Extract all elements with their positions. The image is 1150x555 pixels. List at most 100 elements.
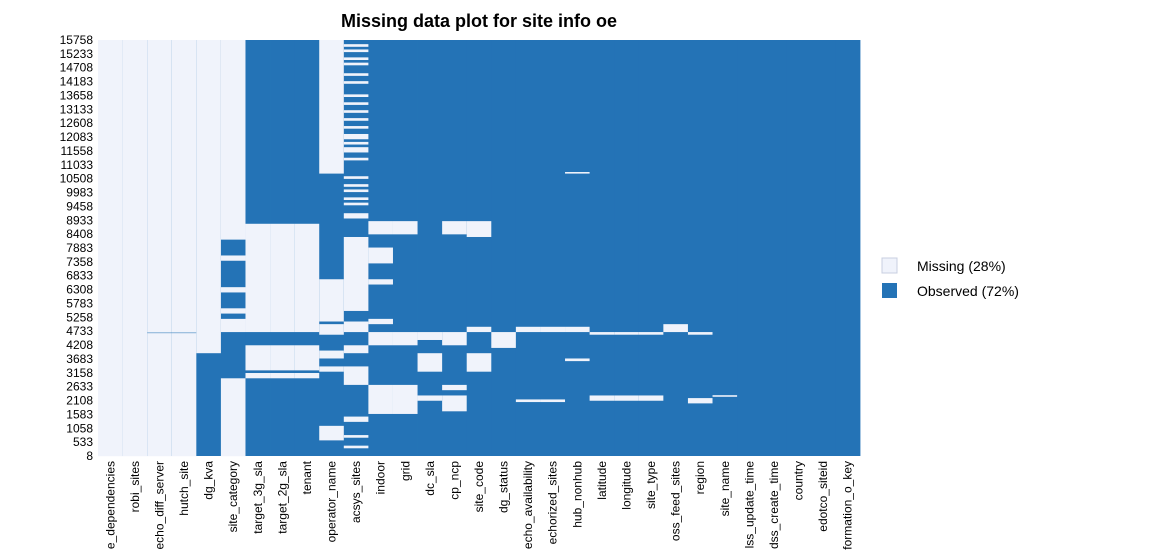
missing-segment-hutch_site-1	[171, 40, 197, 333]
x-tick-label: echo_availability	[521, 461, 535, 549]
missing-segment-echo_diff_server-0	[147, 333, 173, 457]
observed-column-dc_sla	[417, 40, 443, 456]
missing-segment-indoor-1	[368, 332, 394, 346]
observed-column-site_code	[466, 40, 492, 456]
y-tick-label: 9458	[66, 199, 93, 213]
observed-column-lss_update_time	[737, 40, 763, 456]
missing-segment-indoor-0	[368, 384, 394, 414]
missing-segment-operator_name-0	[319, 425, 345, 441]
x-tick-label: site_code	[472, 461, 486, 513]
missing-segment-target_3g_sla-2	[245, 223, 271, 333]
y-tick-label: 7358	[66, 255, 93, 269]
missing-segment-site_category-0	[220, 378, 246, 457]
missing-segment-grid-1	[392, 332, 418, 346]
x-tick-label: cp_ncp	[447, 461, 461, 500]
missing-segment-latitude-0	[589, 395, 615, 401]
y-tick-label: 8	[86, 449, 93, 463]
x-tick-label: latitude	[595, 461, 609, 500]
missing-segment-longitude-0	[614, 395, 640, 401]
missing-segment-acsys_sites-8	[343, 202, 369, 206]
missing-segment-acsys_sites-22	[343, 81, 369, 84]
x-tick-label: target_2g_sla	[275, 461, 289, 534]
missing-segment-site_category-4	[220, 255, 246, 261]
y-tick-label: 11558	[61, 144, 94, 158]
missing-segment-acsys_sites-16	[343, 133, 369, 140]
x-tick-label: acsys_sites	[349, 461, 363, 523]
y-tick-label: 5783	[66, 297, 93, 311]
missing-segment-latitude-1	[589, 332, 615, 335]
missing-segment-tenant-1	[294, 345, 320, 371]
x-tick-label: operator_name	[325, 461, 339, 543]
missing-segment-site_category-3	[220, 287, 246, 293]
y-tick-label: 1583	[66, 407, 93, 421]
x-tick-label: grid	[398, 461, 412, 481]
missing-segment-site_category-5	[220, 40, 246, 240]
x-tick-label: edotco_siteid	[816, 461, 830, 532]
missing-segment-acsys_sites-7	[343, 213, 369, 219]
missing-segment-e_dependencies-0	[98, 40, 123, 457]
missing-segment-site_category-1	[220, 318, 246, 333]
y-tick-label: 2108	[66, 394, 93, 408]
observed-column-site_name	[712, 40, 738, 456]
y-tick-label: 13133	[60, 102, 94, 116]
y-tick-label: 10508	[60, 172, 94, 186]
missing-segment-indoor-3	[368, 279, 394, 285]
x-tick-label: hutch_site	[177, 461, 191, 516]
y-axis-ticks: 1575815233147081418313658131331260812083…	[60, 33, 94, 463]
missing-segment-acsys_sites-6	[343, 236, 369, 311]
missing-segment-hub_nonhub-1	[565, 326, 591, 333]
missing-segment-acsys_sites-23	[343, 73, 369, 76]
x-tick-label: dc_sla	[423, 461, 437, 496]
missing-segment-acsys_sites-14	[343, 147, 369, 153]
y-tick-label: 8933	[66, 213, 93, 227]
missing-segment-oss_feed_sites-0	[663, 324, 689, 333]
x-tick-label: site_type	[644, 461, 658, 509]
y-tick-label: 1058	[66, 421, 93, 435]
y-tick-label: 13658	[60, 89, 94, 103]
missing-segment-acsys_sites-2	[343, 416, 369, 422]
observed-column-dss_create_time	[761, 40, 787, 456]
missing-segment-acsys_sites-21	[343, 94, 369, 97]
x-tick-label: e_dependencies	[103, 461, 117, 549]
x-tick-label: indoor	[374, 461, 388, 494]
observed-column-country	[786, 40, 812, 456]
missing-segment-dg_kva-0	[196, 40, 222, 354]
missing-segment-echo_availability-1	[515, 326, 541, 333]
x-tick-label: dg_status	[497, 461, 511, 513]
missing-segment-site_type-1	[638, 332, 664, 335]
missing-segment-acsys_sites-9	[343, 197, 369, 201]
y-tick-label: 12608	[60, 116, 94, 130]
missing-segment-operator_name-3	[319, 324, 345, 335]
x-tick-label: dss_create_time	[767, 461, 781, 549]
missing-segment-acsys_sites-24	[343, 62, 369, 66]
legend-swatch-observed	[882, 283, 897, 298]
legend-label-observed: Observed (72%)	[917, 283, 1019, 299]
observed-column-dg_status	[491, 40, 517, 456]
observed-column-echorized_sites	[540, 40, 566, 456]
y-tick-label: 11033	[61, 158, 94, 172]
missing-segment-echo_diff_server-1	[147, 40, 173, 333]
y-tick-label: 9983	[66, 186, 93, 200]
missing-segment-echorized_sites-0	[540, 399, 566, 403]
observed-column-latitude	[589, 40, 615, 456]
x-tick-label: site_name	[718, 461, 732, 517]
missing-segment-site_type-0	[638, 395, 664, 401]
missing-segment-hub_nonhub-0	[565, 358, 591, 362]
missing-segment-dg_status-0	[491, 332, 517, 348]
observed-column-formation_o_key	[835, 40, 861, 456]
observed-column-longitude	[614, 40, 640, 456]
missing-segment-hub_nonhub-2	[565, 172, 591, 174]
missing-segment-site_name-0	[712, 395, 738, 397]
missing-segment-acsys_sites-13	[343, 157, 369, 161]
y-tick-label: 3683	[66, 352, 93, 366]
missing-segment-indoor-5	[368, 221, 394, 235]
missing-segment-robi_sites-0	[122, 40, 148, 457]
missing-segment-tenant-2	[294, 223, 320, 333]
x-tick-label: hub_nonhub	[570, 461, 584, 528]
missing-segment-target_2g_sla-0	[270, 373, 296, 379]
missing-segment-cp_ncp-1	[442, 384, 468, 391]
missing-segment-tenant-0	[294, 373, 320, 379]
x-tick-label: longitude	[620, 461, 634, 510]
legend-label-missing: Missing (28%)	[917, 258, 1006, 274]
x-axis-ticks: e_dependencies robi_sites echo_diff_server…	[103, 460, 854, 549]
